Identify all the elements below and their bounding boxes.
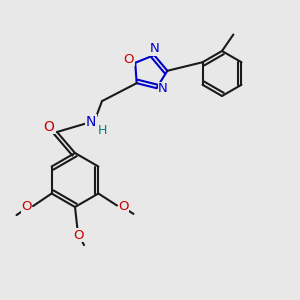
Text: O: O (43, 120, 54, 134)
Text: O: O (73, 229, 83, 242)
Text: N: N (150, 42, 160, 55)
Text: N: N (158, 82, 168, 95)
Text: N: N (86, 115, 96, 129)
Text: O: O (21, 200, 32, 213)
Text: H: H (98, 124, 108, 137)
Text: O: O (118, 200, 129, 213)
Text: O: O (123, 53, 134, 66)
